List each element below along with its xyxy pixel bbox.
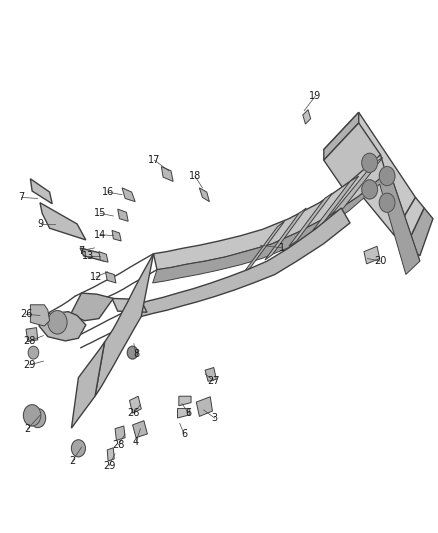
Polygon shape: [152, 171, 420, 283]
Polygon shape: [118, 209, 128, 221]
Text: 2: 2: [25, 424, 31, 434]
Text: 16: 16: [102, 187, 114, 197]
Text: 4: 4: [133, 437, 139, 447]
Polygon shape: [161, 166, 173, 181]
Polygon shape: [324, 123, 381, 192]
Polygon shape: [199, 188, 209, 201]
Polygon shape: [80, 248, 105, 261]
Polygon shape: [332, 158, 383, 213]
Text: 6: 6: [181, 429, 187, 439]
Text: 3: 3: [212, 413, 218, 423]
Polygon shape: [115, 426, 125, 440]
Text: 8: 8: [133, 349, 139, 359]
Polygon shape: [324, 112, 416, 235]
Text: 18: 18: [189, 171, 201, 181]
Text: 29: 29: [103, 461, 115, 471]
Circle shape: [379, 193, 395, 212]
Polygon shape: [138, 208, 350, 317]
Polygon shape: [39, 312, 86, 341]
Text: 26: 26: [20, 309, 32, 319]
Polygon shape: [106, 272, 116, 283]
Polygon shape: [71, 342, 105, 428]
Polygon shape: [30, 179, 52, 204]
Circle shape: [30, 408, 46, 427]
Polygon shape: [364, 246, 380, 264]
Polygon shape: [99, 252, 108, 262]
Text: 15: 15: [94, 208, 106, 219]
Polygon shape: [407, 208, 433, 256]
Polygon shape: [244, 221, 285, 273]
Text: 29: 29: [23, 360, 36, 370]
Text: 2: 2: [70, 456, 76, 465]
Polygon shape: [112, 298, 147, 312]
Text: 7: 7: [18, 192, 25, 203]
Polygon shape: [133, 421, 148, 438]
Text: 19: 19: [309, 91, 321, 101]
Circle shape: [71, 440, 85, 457]
Polygon shape: [112, 230, 121, 241]
Text: 6: 6: [185, 408, 191, 418]
Polygon shape: [303, 110, 311, 124]
Polygon shape: [153, 155, 420, 270]
Circle shape: [48, 311, 67, 334]
Text: 28: 28: [113, 440, 125, 450]
Circle shape: [362, 154, 378, 172]
Polygon shape: [107, 448, 114, 461]
Polygon shape: [30, 305, 49, 326]
Polygon shape: [122, 188, 135, 201]
Text: 17: 17: [148, 155, 161, 165]
Text: 1: 1: [279, 243, 286, 253]
Text: 12: 12: [90, 272, 102, 282]
Polygon shape: [289, 193, 332, 246]
Text: 13: 13: [82, 251, 94, 261]
Circle shape: [127, 346, 138, 359]
Text: 27: 27: [208, 376, 220, 386]
Circle shape: [362, 180, 378, 199]
Polygon shape: [205, 368, 216, 381]
Polygon shape: [95, 254, 153, 396]
Polygon shape: [265, 208, 306, 260]
Text: 26: 26: [127, 408, 140, 418]
Polygon shape: [40, 203, 86, 240]
Text: 9: 9: [38, 219, 44, 229]
Polygon shape: [196, 397, 212, 416]
Polygon shape: [177, 408, 190, 418]
Polygon shape: [130, 396, 141, 413]
Polygon shape: [179, 396, 191, 406]
Polygon shape: [394, 197, 424, 245]
Circle shape: [23, 405, 41, 426]
Polygon shape: [324, 112, 359, 160]
Text: 7: 7: [78, 246, 85, 255]
Text: 28: 28: [23, 336, 36, 346]
Polygon shape: [313, 176, 359, 230]
Text: 14: 14: [94, 230, 106, 240]
Polygon shape: [71, 293, 113, 321]
Circle shape: [28, 346, 39, 359]
Polygon shape: [26, 328, 38, 342]
Circle shape: [379, 166, 395, 185]
Text: 20: 20: [374, 256, 387, 266]
